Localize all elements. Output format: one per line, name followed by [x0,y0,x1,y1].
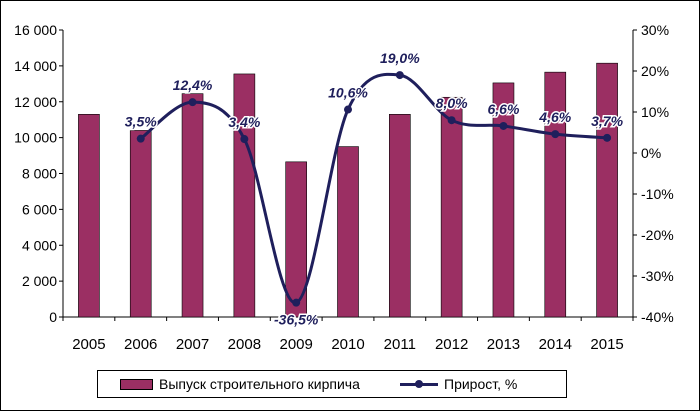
growth-label-halo: 8,0% [436,95,468,111]
growth-point [499,121,508,130]
growth-label-halo: 6,6% [487,101,519,117]
growth-data-label: 19,0% [380,50,420,66]
growth-label-halo: -36,5% [274,312,319,328]
bar [596,62,618,318]
bar [285,161,307,318]
growth-point [603,133,612,142]
x-tick-label: 2011 [384,336,416,353]
legend-swatch-bars [120,378,153,390]
growth-point [240,135,249,144]
growth-label-halo: 3,7% [591,113,623,129]
y-right-tick-label: 10% [641,104,669,120]
y-right-tick-label: 20% [641,63,669,79]
growth-data-label: 10,6% [328,85,368,101]
bar [492,82,515,318]
growth-data-label: 12,4% [173,77,213,93]
legend-line-marker [400,377,438,391]
bar [129,130,152,318]
growth-data-label: 3,4% [228,114,260,130]
bar [389,114,411,318]
growth-point [292,298,301,307]
x-tick-label: 2008 [228,336,261,353]
growth-data-label: 3,5% [125,114,157,130]
y-left-tick-label: 16 000 [14,22,57,38]
x-tick-label: 2013 [487,336,520,353]
growth-point [344,105,352,114]
legend-item-line: Прирост, % [400,371,517,397]
growth-line [139,72,608,305]
y-left-tick-label: 10 000 [14,130,57,146]
bar [78,114,100,318]
legend-label-line: Прирост, % [444,376,518,392]
growth-data-label: 6,6% [487,101,519,117]
growth-label-halo: 10,6% [328,85,368,101]
y-right-tick-label: 0% [641,145,661,161]
growth-label-halo: 4,6% [538,109,571,125]
y-right-tick-label: 30% [641,22,669,38]
y-right-tick-label: -10% [641,186,674,202]
bar [181,93,204,318]
growth-label-halo: 12,4% [173,77,213,93]
bar [337,146,359,318]
x-tick-label: 2014 [539,336,572,353]
x-tick-label: 2012 [435,336,468,353]
legend-item-bars: Выпуск строительного кирпича [120,371,360,397]
legend-label-bars: Выпуск строительного кирпича [159,376,360,392]
chart-legend: Выпуск строительного кирпича Прирост, % [97,370,567,398]
x-tick-label: 2006 [124,336,157,353]
growth-point [447,116,456,125]
y-left-tick-label: 6 000 [22,201,57,217]
growth-label-halo: 19,0% [380,50,420,66]
growth-point [551,130,560,139]
growth-label-halo: 3,5% [125,114,157,130]
growth-data-label: 4,6% [538,109,571,125]
x-tick-label: 2009 [279,336,312,353]
growth-data-label: -36,5% [274,312,319,328]
growth-data-label: 8,0% [436,95,468,111]
y-right-tick-label: -20% [641,227,674,243]
x-tick-label: 2015 [590,336,623,353]
y-left-tick-label: 8 000 [22,166,57,182]
growth-point [136,134,145,143]
y-left-tick-label: 4 000 [22,237,57,253]
y-left-tick-label: 12 000 [14,94,57,110]
y-left-tick-label: 2 000 [22,273,57,289]
y-left-tick-label: 14 000 [14,58,57,74]
y-right-tick-label: -30% [641,268,674,284]
x-tick-label: 2010 [331,336,364,353]
growth-point [395,71,404,80]
x-tick-label: 2007 [176,336,209,353]
x-tick-label: 2005 [72,336,105,353]
growth-label-halo: 3,4% [228,114,260,130]
y-left-tick-label: 0 [49,309,57,325]
bar [440,96,463,318]
y-right-tick-label: -40% [641,309,674,325]
growth-data-label: 3,7% [591,113,623,129]
bar [233,73,256,318]
growth-point [188,98,197,107]
